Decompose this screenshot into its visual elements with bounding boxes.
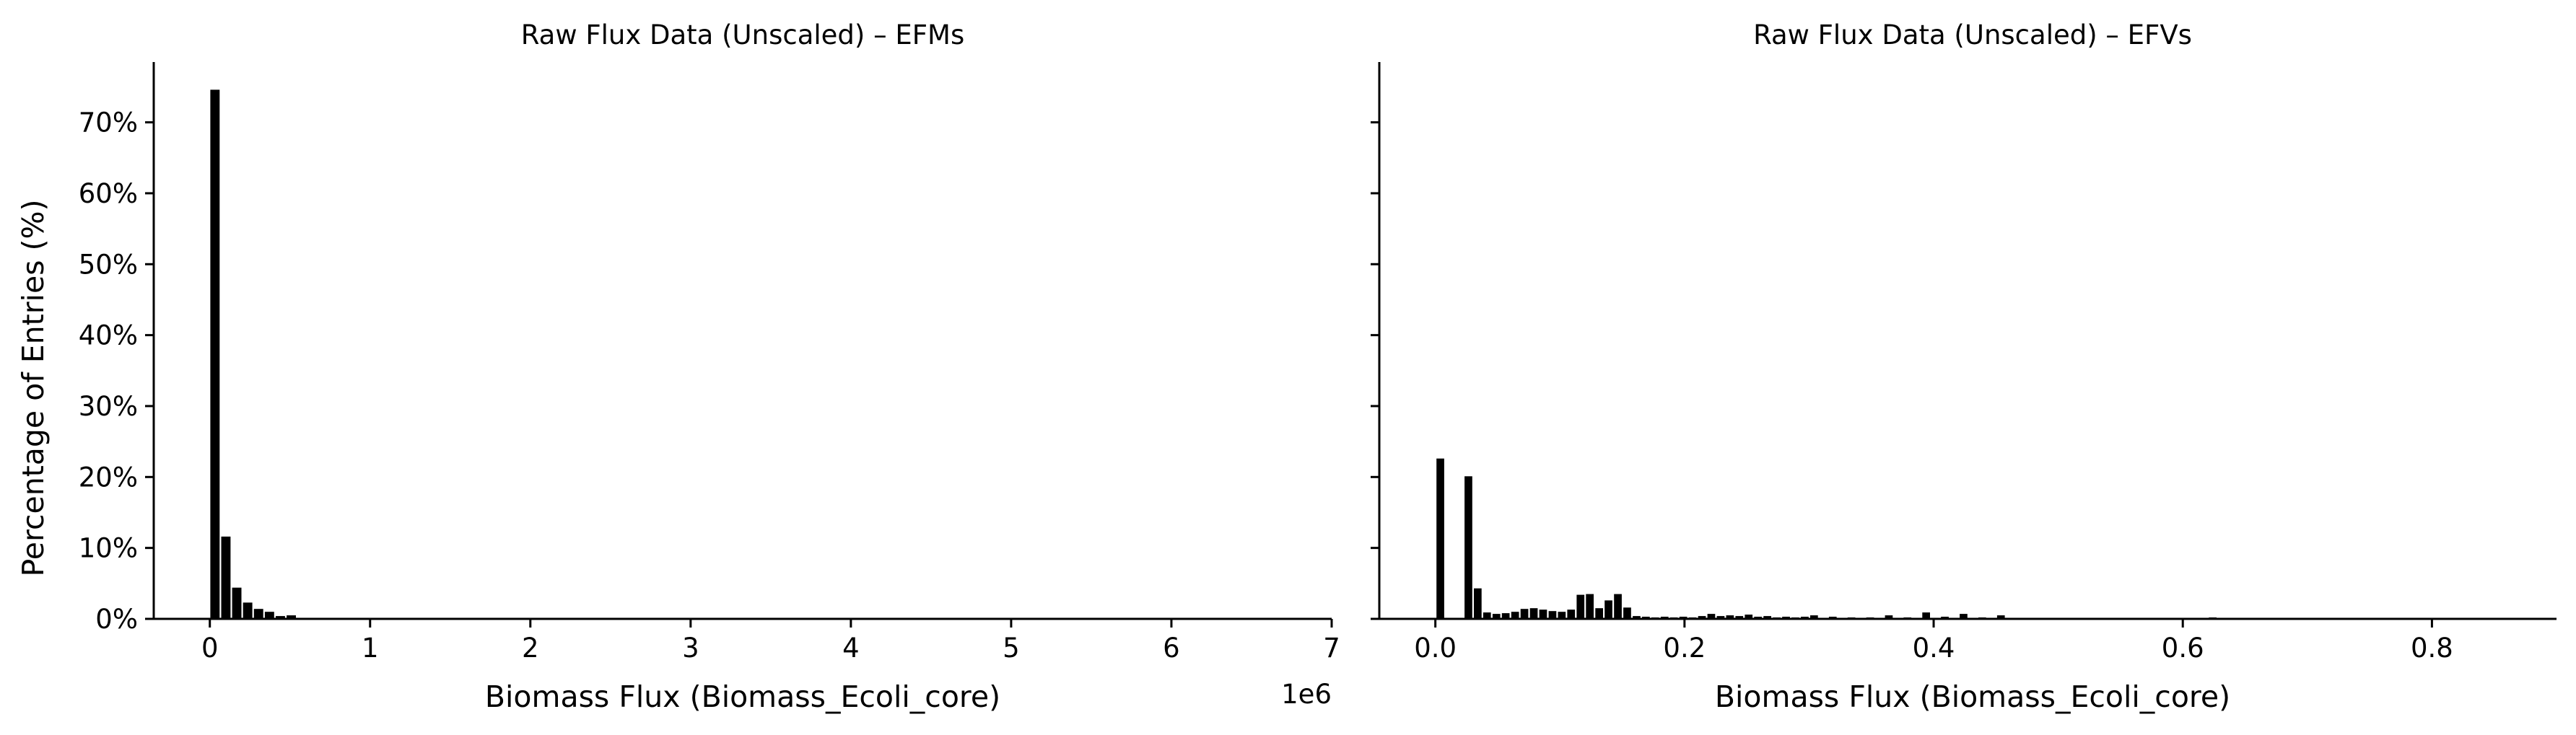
bar [243,602,253,619]
x-ticks-group: 0.0 0.2 0.4 0.6 0.8 [1414,619,2453,664]
bar [1922,612,1930,619]
y-tick-label: 30% [79,391,138,422]
x-tick-label: 0.2 [1663,633,1706,664]
x-tick-label: 2 [522,633,539,664]
bar [264,612,274,619]
panel-title: Raw Flux Data (Unscaled) – EFVs [1753,19,2192,50]
bar [1763,616,1771,619]
x-tick-label: 5 [1003,633,1020,664]
x-tick-label: 0 [201,633,219,664]
y-tick-label: 10% [79,533,138,564]
x-ticks-group: 0 1 2 3 4 5 6 7 [201,619,1340,664]
panel-efms: Raw Flux Data (Unscaled) – EFMs 0%10%20%… [79,19,1340,714]
bar [1623,607,1631,619]
bar [1576,594,1585,619]
x-tick-label: 0.6 [2162,633,2204,664]
bar [1745,615,1753,619]
bar [210,89,220,619]
y-axis-label: Percentage of Entries (%) [16,199,51,576]
bar [1885,615,1893,619]
panel-efvs: Raw Flux Data (Unscaled) – EFVs 0.0 0.2 0.… [1371,19,2557,714]
bar [1511,612,1519,619]
bar [221,536,231,619]
y-tick-label: 40% [79,320,138,351]
bar [1698,616,1706,619]
bar [1633,616,1641,619]
y-tick-label: 70% [79,107,138,138]
y-ticks-group: 0% 10% 20% 30% 40% 50% 60% 70% [79,107,154,635]
bar [1595,608,1603,619]
bar [1520,609,1529,619]
x-axis-label: Biomass Flux (Biomass_Ecoli_core) [485,679,1000,714]
bar [1474,588,1482,619]
x-tick-label: 1 [362,633,379,664]
bar [1501,613,1510,619]
y-tick-label: 20% [79,462,138,493]
axis-spines [152,62,1332,620]
bar [1707,614,1716,619]
bars-group [1436,458,2217,619]
bar [1586,594,1594,619]
bar [1529,608,1538,619]
bar [1960,614,1968,619]
x-tick-label: 0.0 [1414,633,1457,664]
bar [1716,616,1725,619]
bar [1567,609,1576,619]
y-tick-label: 50% [79,249,138,280]
x-axis-label: Biomass Flux (Biomass_Ecoli_core) [1715,679,2230,714]
bar [1558,612,1566,619]
bar [253,609,263,619]
panel-title: Raw Flux Data (Unscaled) – EFMs [521,19,964,50]
x-tick-label: 4 [842,633,860,664]
bar [1464,476,1472,619]
x-tick-label: 7 [1323,633,1340,664]
bar [287,615,296,619]
bar [1548,611,1557,619]
bar [1492,614,1501,619]
bar [1726,615,1734,619]
bar [1996,615,2005,619]
bar [1436,458,1444,619]
x-offset-label: 1e6 [1281,679,1332,710]
bar [232,587,242,619]
bar [1604,600,1612,619]
y-tick-label: 0% [95,604,138,635]
x-tick-label: 6 [1163,633,1180,664]
x-tick-label: 3 [682,633,699,664]
bar [1483,612,1491,619]
x-tick-label: 0.8 [2411,633,2453,664]
bar [1810,615,1818,619]
bar [1614,594,1622,619]
bars-group [210,89,318,619]
bar [276,616,285,619]
y-ticks-group [1371,121,1379,620]
bar [1539,609,1547,619]
axis-spines [1378,62,2557,620]
x-tick-label: 0.4 [1913,633,1955,664]
bar [1735,616,1744,619]
y-tick-label: 60% [79,178,138,209]
